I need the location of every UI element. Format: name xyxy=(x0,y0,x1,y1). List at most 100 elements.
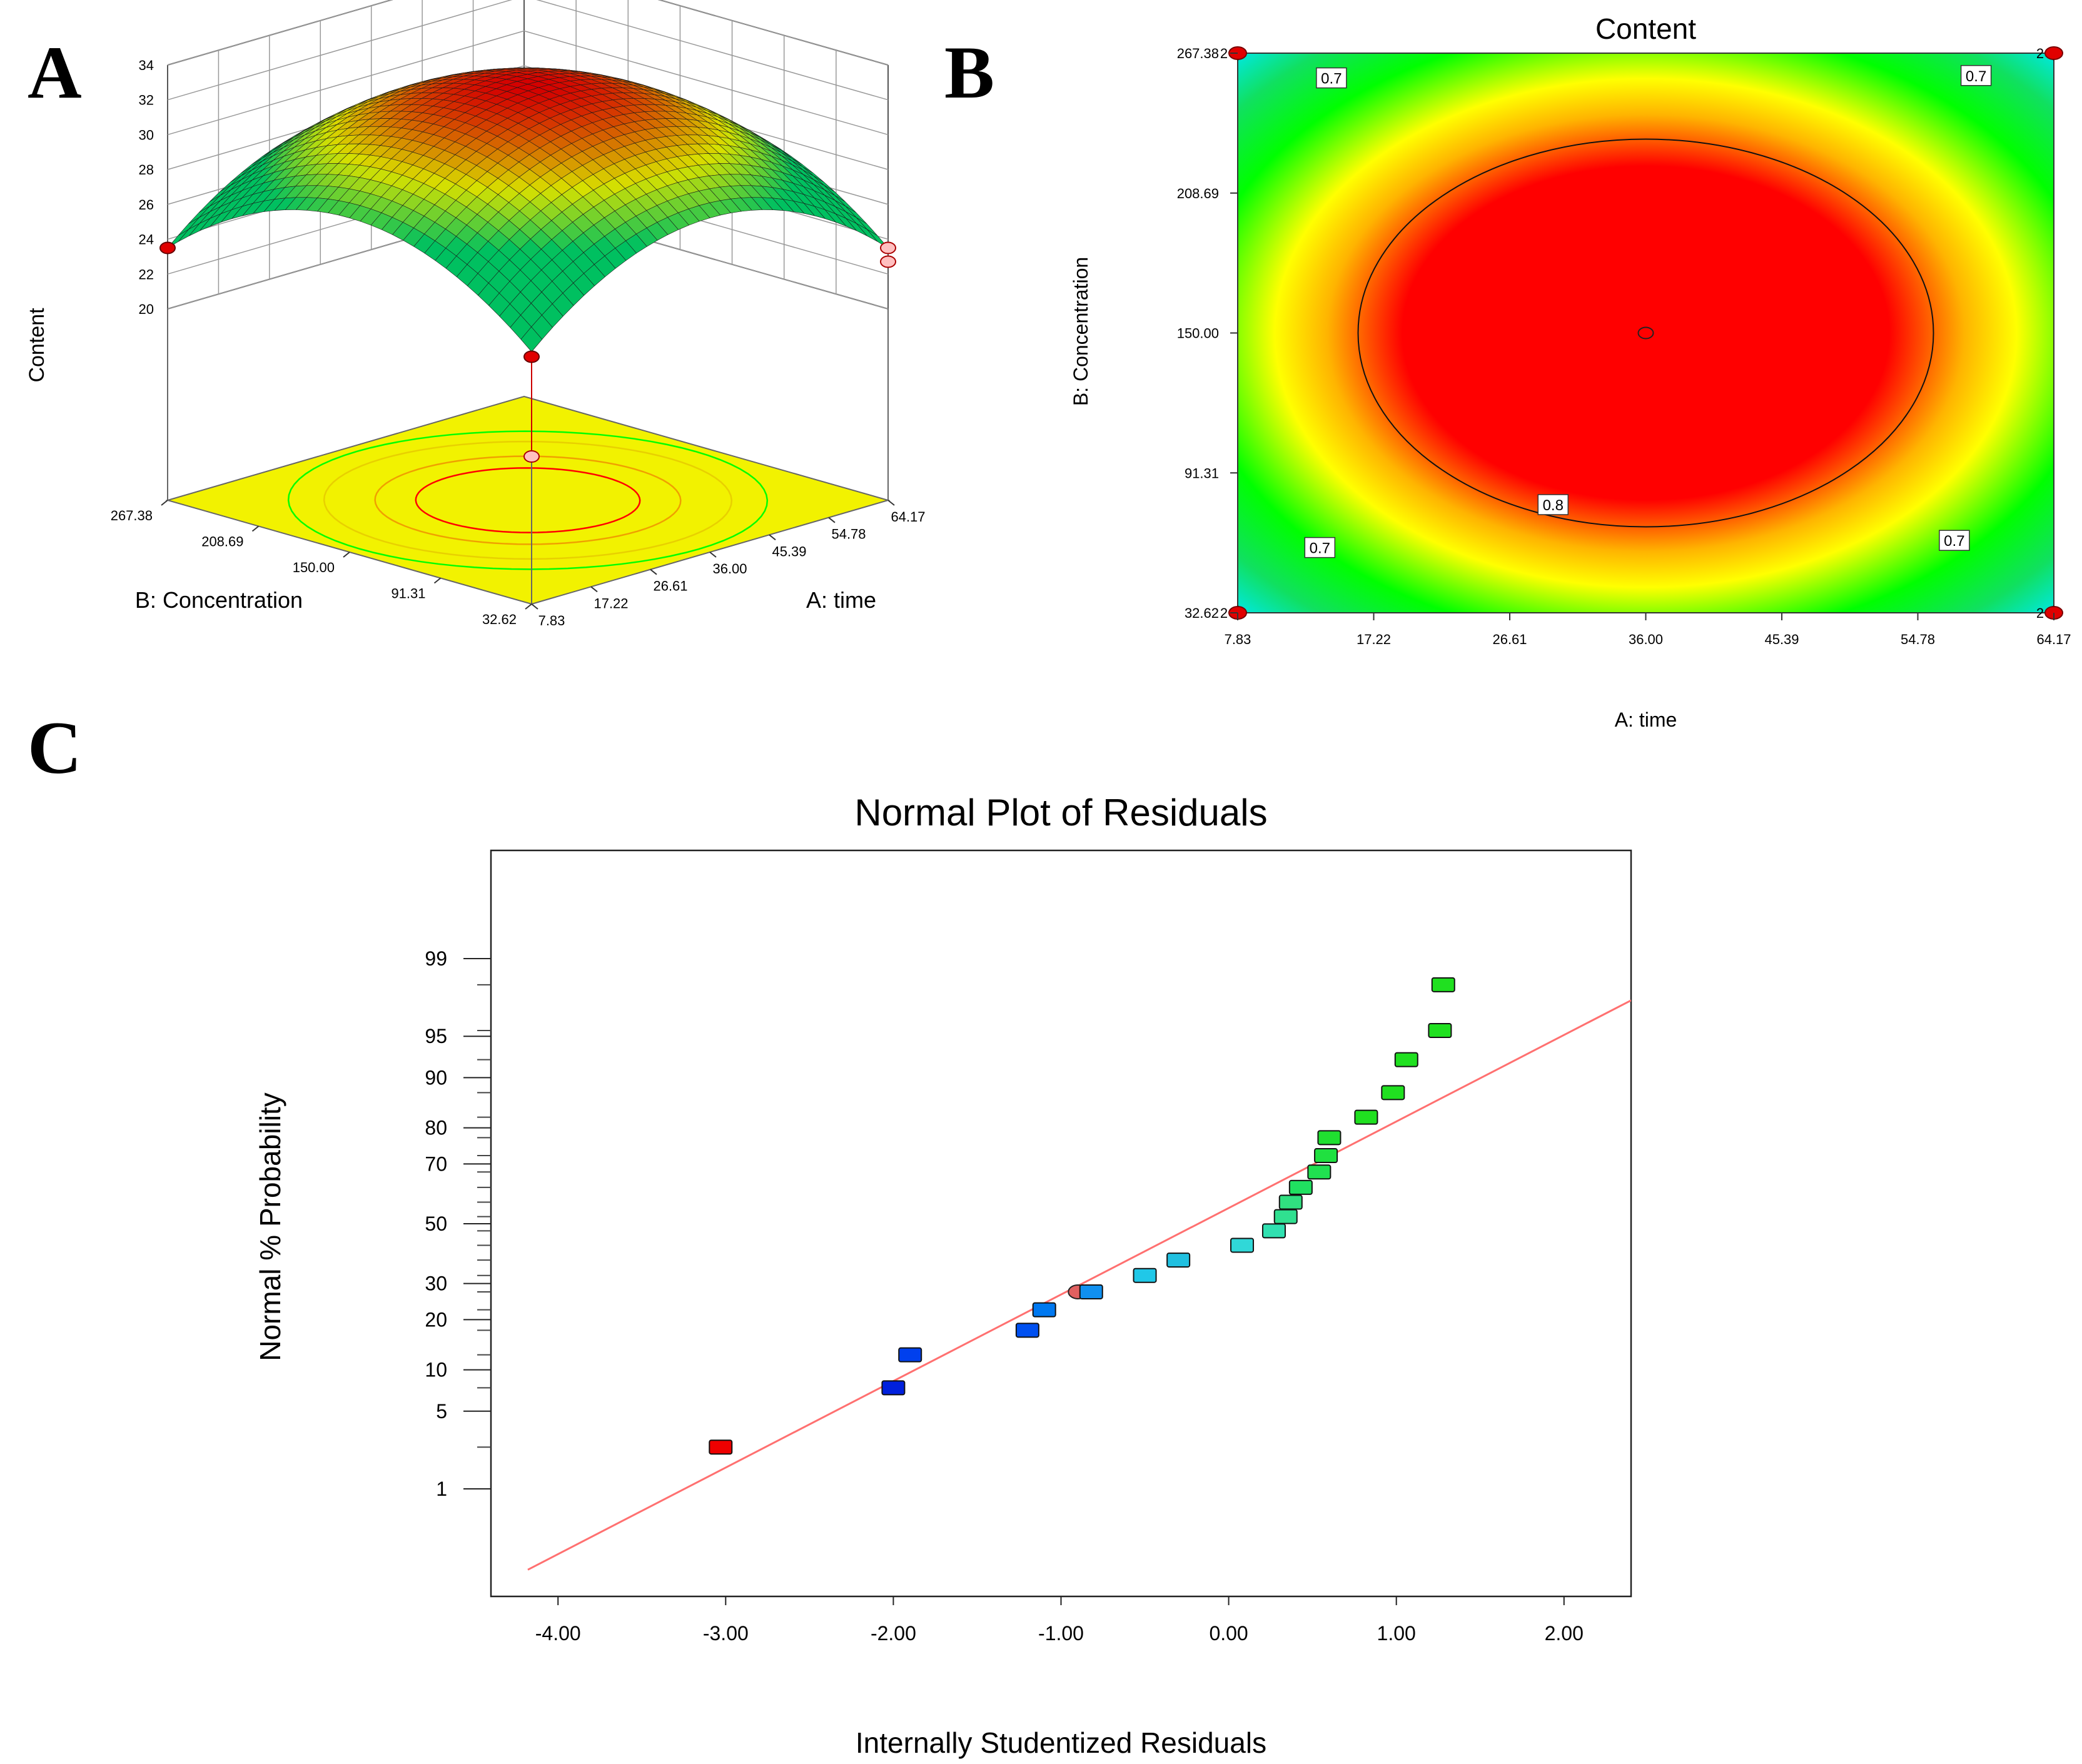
residual-point xyxy=(1261,1223,1286,1239)
floor-contours xyxy=(287,430,769,570)
z-tick-label: 28 xyxy=(139,162,154,178)
y-tick-label: 5 xyxy=(436,1400,447,1423)
contour-label-box xyxy=(1939,530,1970,551)
contour-label: 0.7 xyxy=(1310,540,1330,557)
y-tick-label: 208.69 xyxy=(201,534,243,550)
residual-point xyxy=(1133,1268,1157,1283)
floor-plane xyxy=(165,395,891,605)
residual-point xyxy=(1166,1252,1191,1268)
y-tick-label: 267.38 xyxy=(111,508,153,523)
residual-point xyxy=(1288,1179,1313,1195)
panel-label-c: C xyxy=(28,706,82,789)
x-tick-label: 64.17 xyxy=(2036,632,2071,647)
x-tick xyxy=(828,517,836,523)
x-tick xyxy=(769,534,776,541)
panel-label-a: A xyxy=(28,31,82,114)
z-grid xyxy=(167,0,889,66)
residual-point xyxy=(709,1439,733,1455)
z-axis-label: Content xyxy=(25,308,49,383)
x-tick-label: 26.61 xyxy=(653,578,687,594)
residual-point xyxy=(1394,1052,1418,1067)
x-tick-label: 36.00 xyxy=(1629,632,1663,647)
y-tick-label: 32.62 xyxy=(482,612,517,627)
surface-group xyxy=(165,0,891,605)
y-tick-label: 91.31 xyxy=(391,586,425,602)
z-grid xyxy=(167,30,889,136)
floor-contour-line xyxy=(287,430,769,570)
z-grid xyxy=(167,0,889,101)
z-tick-label: 26 xyxy=(139,197,154,213)
y-tick-label: 20 xyxy=(425,1308,447,1331)
x-tick-label: 0.00 xyxy=(1209,1622,1248,1645)
contour-label-box xyxy=(1316,67,1347,89)
design-point-count: 2 xyxy=(2036,605,2044,621)
y-tick xyxy=(433,577,442,584)
contour-label: 0.7 xyxy=(1966,68,1986,85)
design-point-count: 2 xyxy=(2036,46,2044,61)
y-tick-label: 70 xyxy=(425,1152,447,1175)
plot-frame xyxy=(490,849,1632,1598)
x-tick xyxy=(590,586,598,593)
x-axis-label: A: time xyxy=(806,587,876,613)
y-tick-label: 32.62 xyxy=(1185,605,1219,621)
y-tick-label: 30 xyxy=(425,1273,447,1295)
contour-label-box xyxy=(1960,65,1992,86)
x-tick-label: 7.83 xyxy=(1225,632,1251,647)
contour-line-08 xyxy=(1357,138,1934,528)
y-tick-label: 150.00 xyxy=(1177,326,1219,341)
x-tick-label: -3.00 xyxy=(703,1622,749,1645)
design-point-count: 2 xyxy=(1220,605,1228,621)
z-tick-label: 32 xyxy=(139,93,154,108)
residual-point xyxy=(1032,1302,1056,1318)
x-tick xyxy=(650,568,657,575)
surface-cell xyxy=(520,326,543,352)
x-tick-label: 64.17 xyxy=(891,509,925,525)
plot-title: Normal Plot of Residuals xyxy=(854,792,1267,834)
contour-lines xyxy=(1238,53,2054,613)
x-tick-label: 36.00 xyxy=(712,561,747,577)
box-edge xyxy=(657,0,889,66)
residual-point xyxy=(1314,1148,1338,1164)
residual-point xyxy=(1278,1194,1303,1210)
box-edge xyxy=(167,0,393,66)
x-tick-label: 26.61 xyxy=(1492,632,1527,647)
x-axis-label: Internally Studentized Residuals xyxy=(856,1726,1266,1759)
x-tick-label: 54.78 xyxy=(1901,632,1935,647)
residual-point xyxy=(1431,977,1455,992)
y-axis-label: Normal % Probability xyxy=(254,1092,286,1361)
contour-label: 0.7 xyxy=(1944,533,1964,550)
x-tick-label: 2.00 xyxy=(1545,1622,1584,1645)
x-tick-label: -4.00 xyxy=(535,1622,581,1645)
y-tick-label: 50 xyxy=(425,1212,447,1235)
z-tick-label: 24 xyxy=(139,232,154,248)
surface-mesh xyxy=(167,68,889,352)
y-axis-label: B: Concentration xyxy=(135,587,303,613)
x-tick-label: 45.39 xyxy=(772,543,806,559)
y-tick xyxy=(525,603,532,610)
x-tick xyxy=(531,603,538,610)
contour-label: 0.8 xyxy=(1543,497,1564,514)
residual-point xyxy=(1428,1022,1452,1038)
contour-label-box xyxy=(1304,537,1336,558)
y-tick xyxy=(161,500,168,506)
y-tick xyxy=(343,552,350,558)
x-tick-label: 45.39 xyxy=(1764,632,1799,647)
residual-point xyxy=(1273,1209,1298,1224)
z-grid xyxy=(167,65,889,170)
y-tick-label: 90 xyxy=(425,1066,447,1089)
normal-probability-plot-panel-c: Normal Plot of Residuals -4.00 -3.00 -2.00 -… xyxy=(254,792,1632,1759)
x-tick-label: 1.00 xyxy=(1377,1622,1416,1645)
y-tick xyxy=(251,525,260,532)
x-tick-label: -1.00 xyxy=(1038,1622,1084,1645)
floor-contour-line xyxy=(323,440,733,560)
center-point xyxy=(1637,326,1654,340)
y-tick-label: 80 xyxy=(425,1117,447,1139)
x-tick-label: 7.83 xyxy=(538,613,565,628)
design-point xyxy=(880,241,896,255)
x-axis-label: A: time xyxy=(1615,708,1677,731)
z-tick-label: 22 xyxy=(139,266,154,282)
panel-label-b: B xyxy=(944,31,995,114)
design-point-count: 2 xyxy=(1220,46,1228,61)
y-tick-label: 91.31 xyxy=(1185,465,1219,481)
contour-title: Content xyxy=(1595,13,1696,45)
